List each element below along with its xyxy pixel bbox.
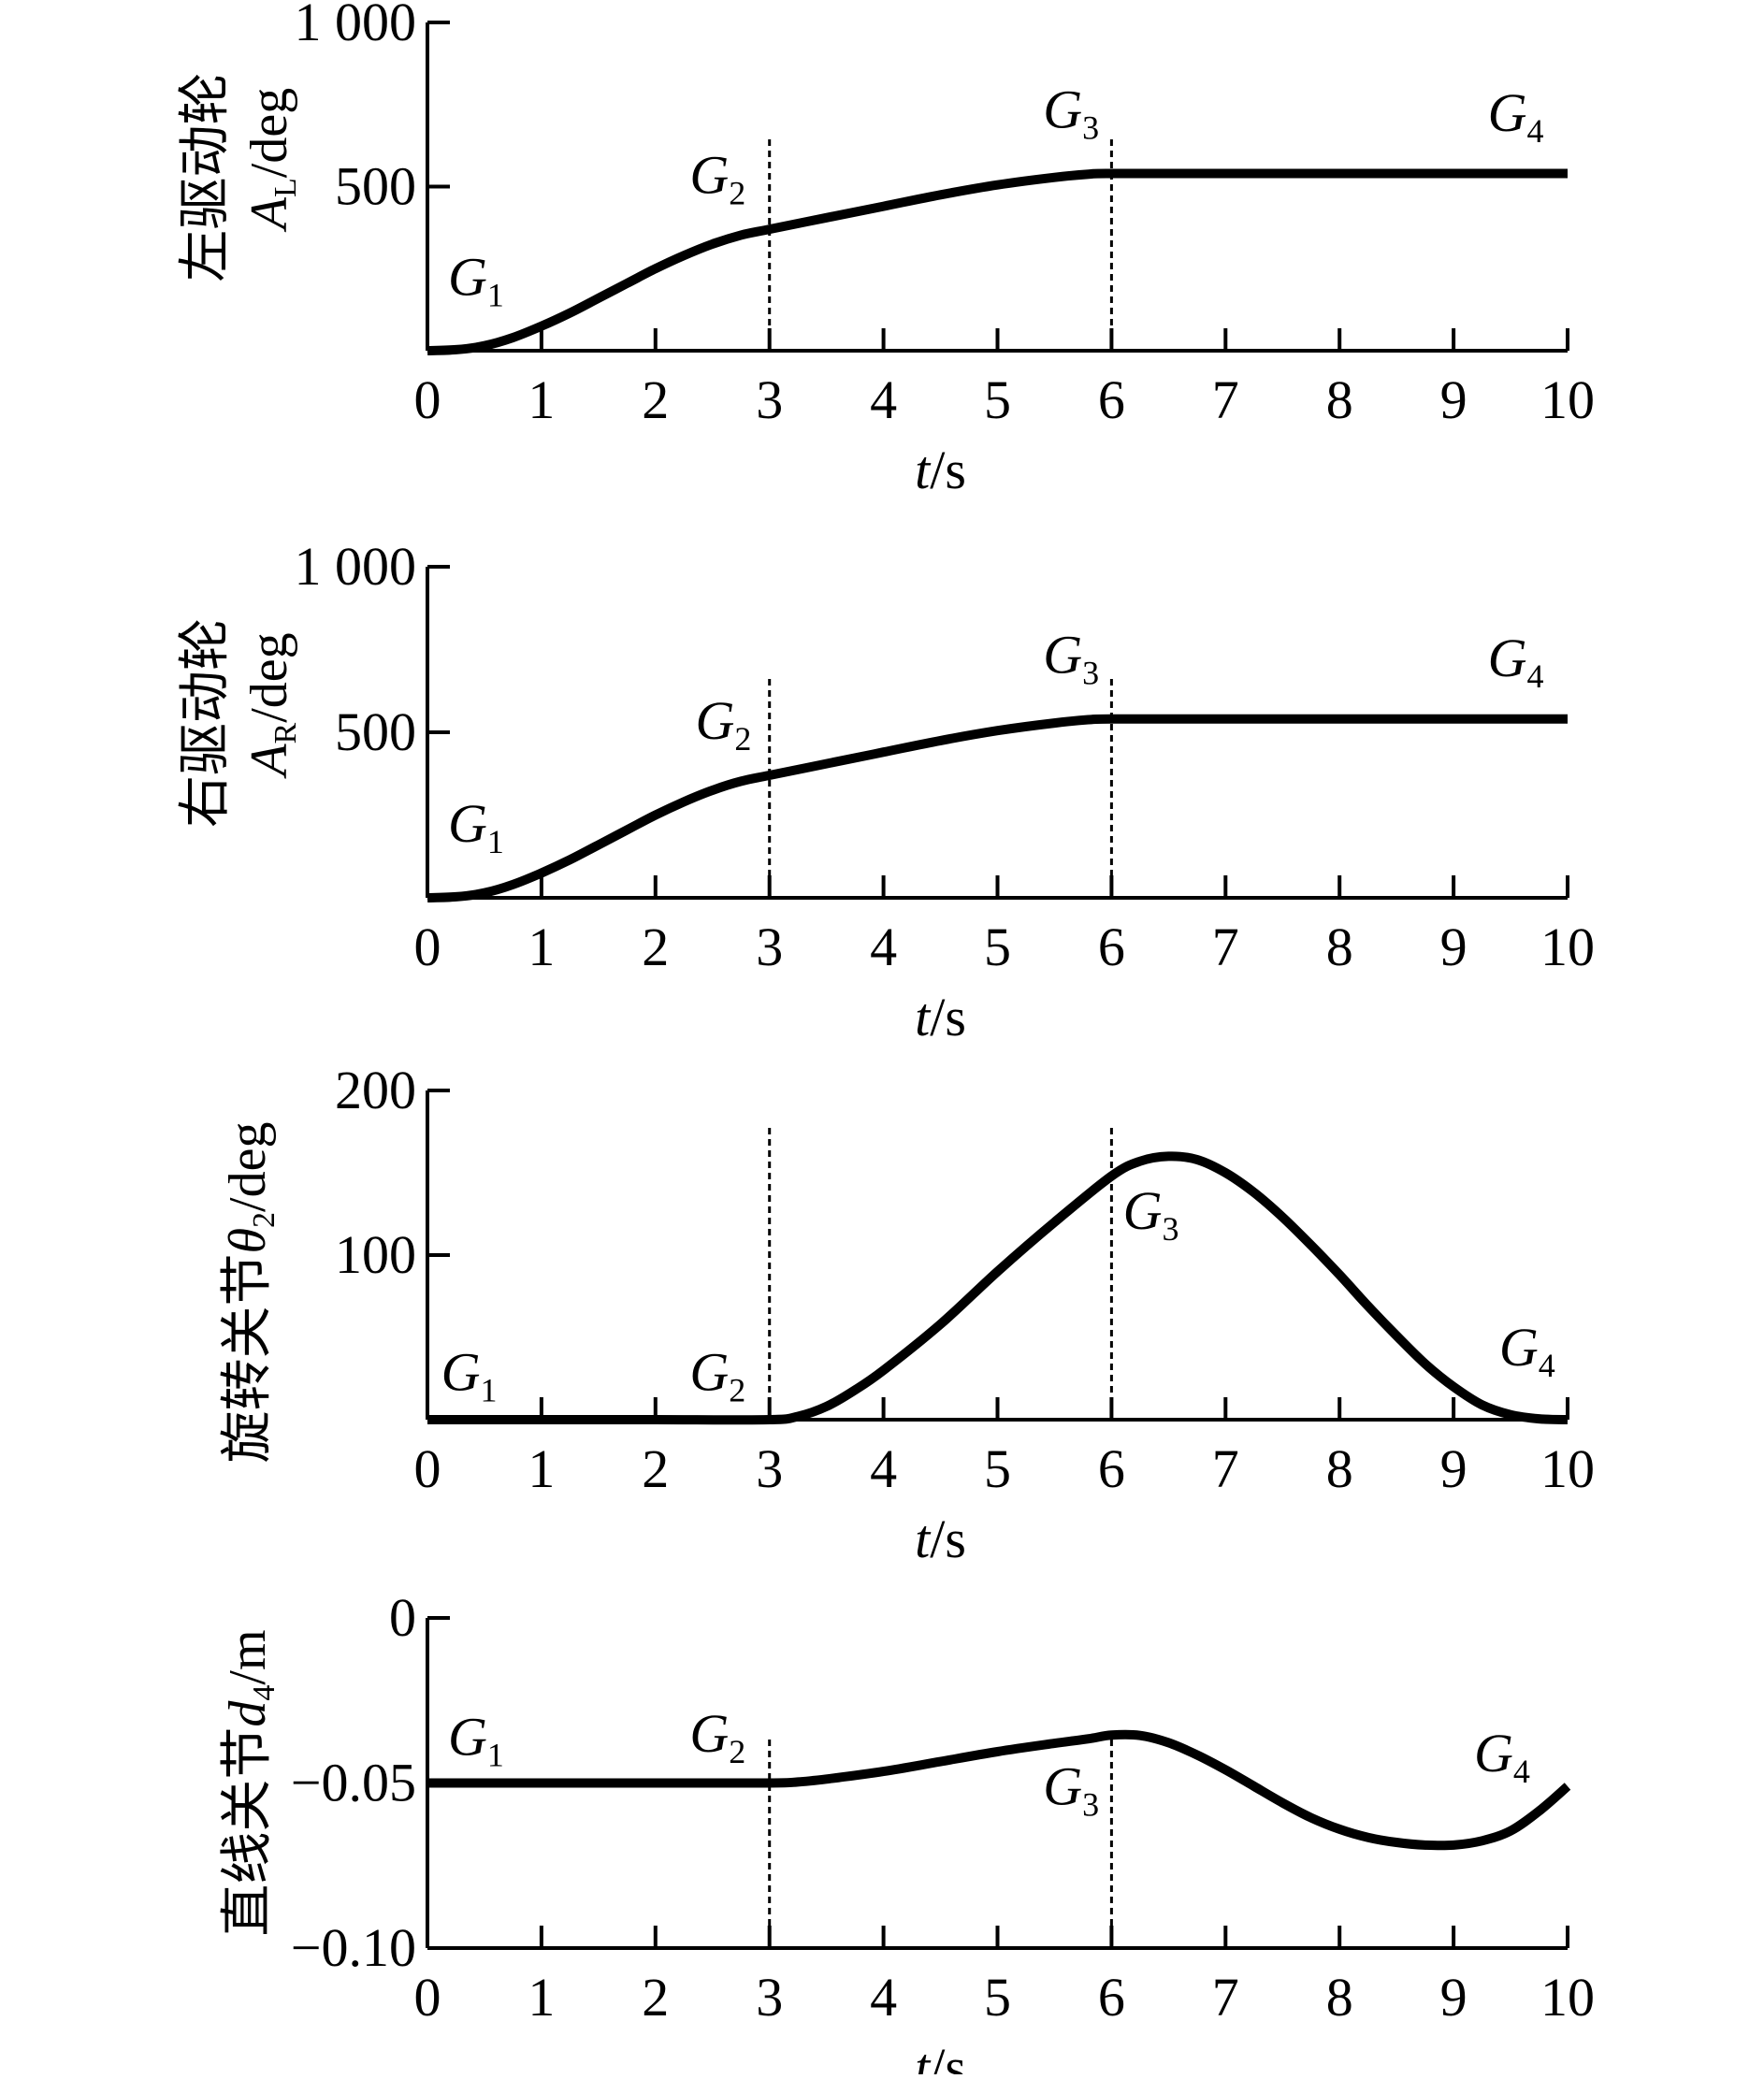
x-tick-label: 6 xyxy=(1098,369,1125,430)
x-tick-label: 6 xyxy=(1098,1967,1125,2028)
x-tick-label: 8 xyxy=(1326,1967,1353,2028)
x-tick-label: 5 xyxy=(984,1438,1011,1499)
y-axis-label: 旋转关节θ2/deg xyxy=(219,1122,282,1464)
series-line xyxy=(427,168,1568,355)
x-tick-label: 4 xyxy=(870,1967,897,2028)
x-tick-label: 0 xyxy=(414,917,441,977)
series-line xyxy=(427,1729,1571,1851)
annotation-g2: G2 xyxy=(689,145,745,212)
annotation-g4: G4 xyxy=(1474,1723,1530,1790)
x-tick-label: 4 xyxy=(870,917,897,977)
x-tick-label: 3 xyxy=(756,369,783,430)
x-tick-label: 0 xyxy=(414,1967,441,2028)
annotation-g2: G2 xyxy=(695,690,751,758)
x-tick-label: 9 xyxy=(1440,1438,1468,1499)
annotation-g2: G2 xyxy=(689,1341,745,1408)
x-tick-label: 2 xyxy=(642,1438,669,1499)
x-tick-label: 4 xyxy=(870,369,897,430)
x-tick-label: 4 xyxy=(870,1438,897,1499)
y-axis-label: 右驱动轮 xyxy=(177,618,235,828)
y-axis-label: 直线关节d4/m xyxy=(219,1629,282,1936)
x-tick-label: 0 xyxy=(414,1438,441,1499)
panel-4: 0 1 2 3 4 5 6 7 8 9 10 0 −0.05 −0.10 t/s 直线关节d4/m G1 G2 G3… xyxy=(219,1587,1595,2079)
annotation-g1: G1 xyxy=(448,246,504,313)
x-tick-label: 5 xyxy=(984,1967,1011,2028)
y-tick-label: 1 000 xyxy=(295,536,417,597)
x-tick-label: 5 xyxy=(984,369,1011,430)
y-tick-label: 500 xyxy=(335,701,416,762)
y-tick-label: 200 xyxy=(335,1060,416,1120)
annotation-g3: G3 xyxy=(1043,79,1099,146)
x-tick-label: 9 xyxy=(1440,1967,1468,2028)
series-line xyxy=(427,714,1568,902)
panel-1: 0 1 2 3 4 5 6 7 8 9 10 500 1 000 t/s 左驱动轮 AL/deg G1 G2 G3 G… xyxy=(177,0,1595,500)
annotation-g3: G3 xyxy=(1043,1755,1099,1823)
x-tick-label: 9 xyxy=(1440,917,1468,977)
annotation-g2: G2 xyxy=(689,1703,745,1770)
y-tick-label: 1 000 xyxy=(295,0,417,52)
x-tick-label: 10 xyxy=(1540,1438,1595,1499)
y-axis-label: 左驱动轮 xyxy=(177,73,235,282)
x-tick-label: 10 xyxy=(1540,369,1595,430)
annotation-g4: G4 xyxy=(1488,628,1544,695)
x-tick-label: 3 xyxy=(756,1967,783,2028)
annotation-g3: G3 xyxy=(1123,1180,1179,1248)
x-tick-label: 1 xyxy=(528,369,555,430)
series-line xyxy=(427,1151,1569,1425)
x-tick-label: 8 xyxy=(1326,369,1353,430)
panel-2: 0 1 2 3 4 5 6 7 8 9 10 500 1 000 t/s 右驱动轮 AR/deg G1 G2 G3 G… xyxy=(177,536,1595,1047)
x-tick-label: 3 xyxy=(756,917,783,977)
x-axis-label: t/s xyxy=(915,2037,966,2074)
annotation-g1: G1 xyxy=(441,1341,498,1408)
x-tick-label: 9 xyxy=(1440,369,1468,430)
x-tick-label: 7 xyxy=(1212,1438,1239,1499)
x-tick-label: 10 xyxy=(1540,1967,1595,2028)
x-tick-label: 10 xyxy=(1540,917,1595,977)
annotation-g3: G3 xyxy=(1043,624,1099,691)
x-tick-label: 7 xyxy=(1212,917,1239,977)
x-tick-label: 3 xyxy=(756,1438,783,1499)
x-tick-label: 1 xyxy=(528,917,555,977)
x-tick-label: 8 xyxy=(1326,1438,1353,1499)
y-tick-label: 0 xyxy=(389,1587,416,1648)
y-axis-label-symbol: AL/deg xyxy=(240,88,303,233)
y-tick-label: 500 xyxy=(335,156,416,217)
y-axis-label-symbol: AR/deg xyxy=(240,632,303,779)
x-tick-label: 1 xyxy=(528,1438,555,1499)
x-tick-label: 2 xyxy=(642,1967,669,2028)
annotation-g1: G1 xyxy=(448,793,504,860)
x-tick-label: 1 xyxy=(528,1967,555,2028)
x-tick-label: 7 xyxy=(1212,369,1239,430)
annotation-g4: G4 xyxy=(1499,1317,1555,1384)
annotation-g4: G4 xyxy=(1488,82,1544,150)
x-tick-label: 7 xyxy=(1212,1967,1239,2028)
panel-3: 0 1 2 3 4 5 6 7 8 9 10 100 200 t/s 旋转关节θ2/deg G1 G2 G3 G4 xyxy=(219,1060,1595,1569)
x-tick-label: 0 xyxy=(414,369,441,430)
x-tick-label: 2 xyxy=(642,369,669,430)
x-axis-label: t/s xyxy=(915,987,966,1047)
x-axis-label: t/s xyxy=(915,1509,966,1569)
x-tick-label: 8 xyxy=(1326,917,1353,977)
x-tick-label: 2 xyxy=(642,917,669,977)
y-tick-label: −0.10 xyxy=(291,1917,416,1978)
annotation-g1: G1 xyxy=(448,1706,504,1773)
x-axis-label: t/s xyxy=(915,440,966,500)
x-tick-label: 5 xyxy=(984,917,1011,977)
y-tick-label: −0.05 xyxy=(291,1753,416,1813)
y-tick-label: 100 xyxy=(335,1224,416,1285)
x-tick-label: 6 xyxy=(1098,917,1125,977)
x-tick-label: 6 xyxy=(1098,1438,1125,1499)
